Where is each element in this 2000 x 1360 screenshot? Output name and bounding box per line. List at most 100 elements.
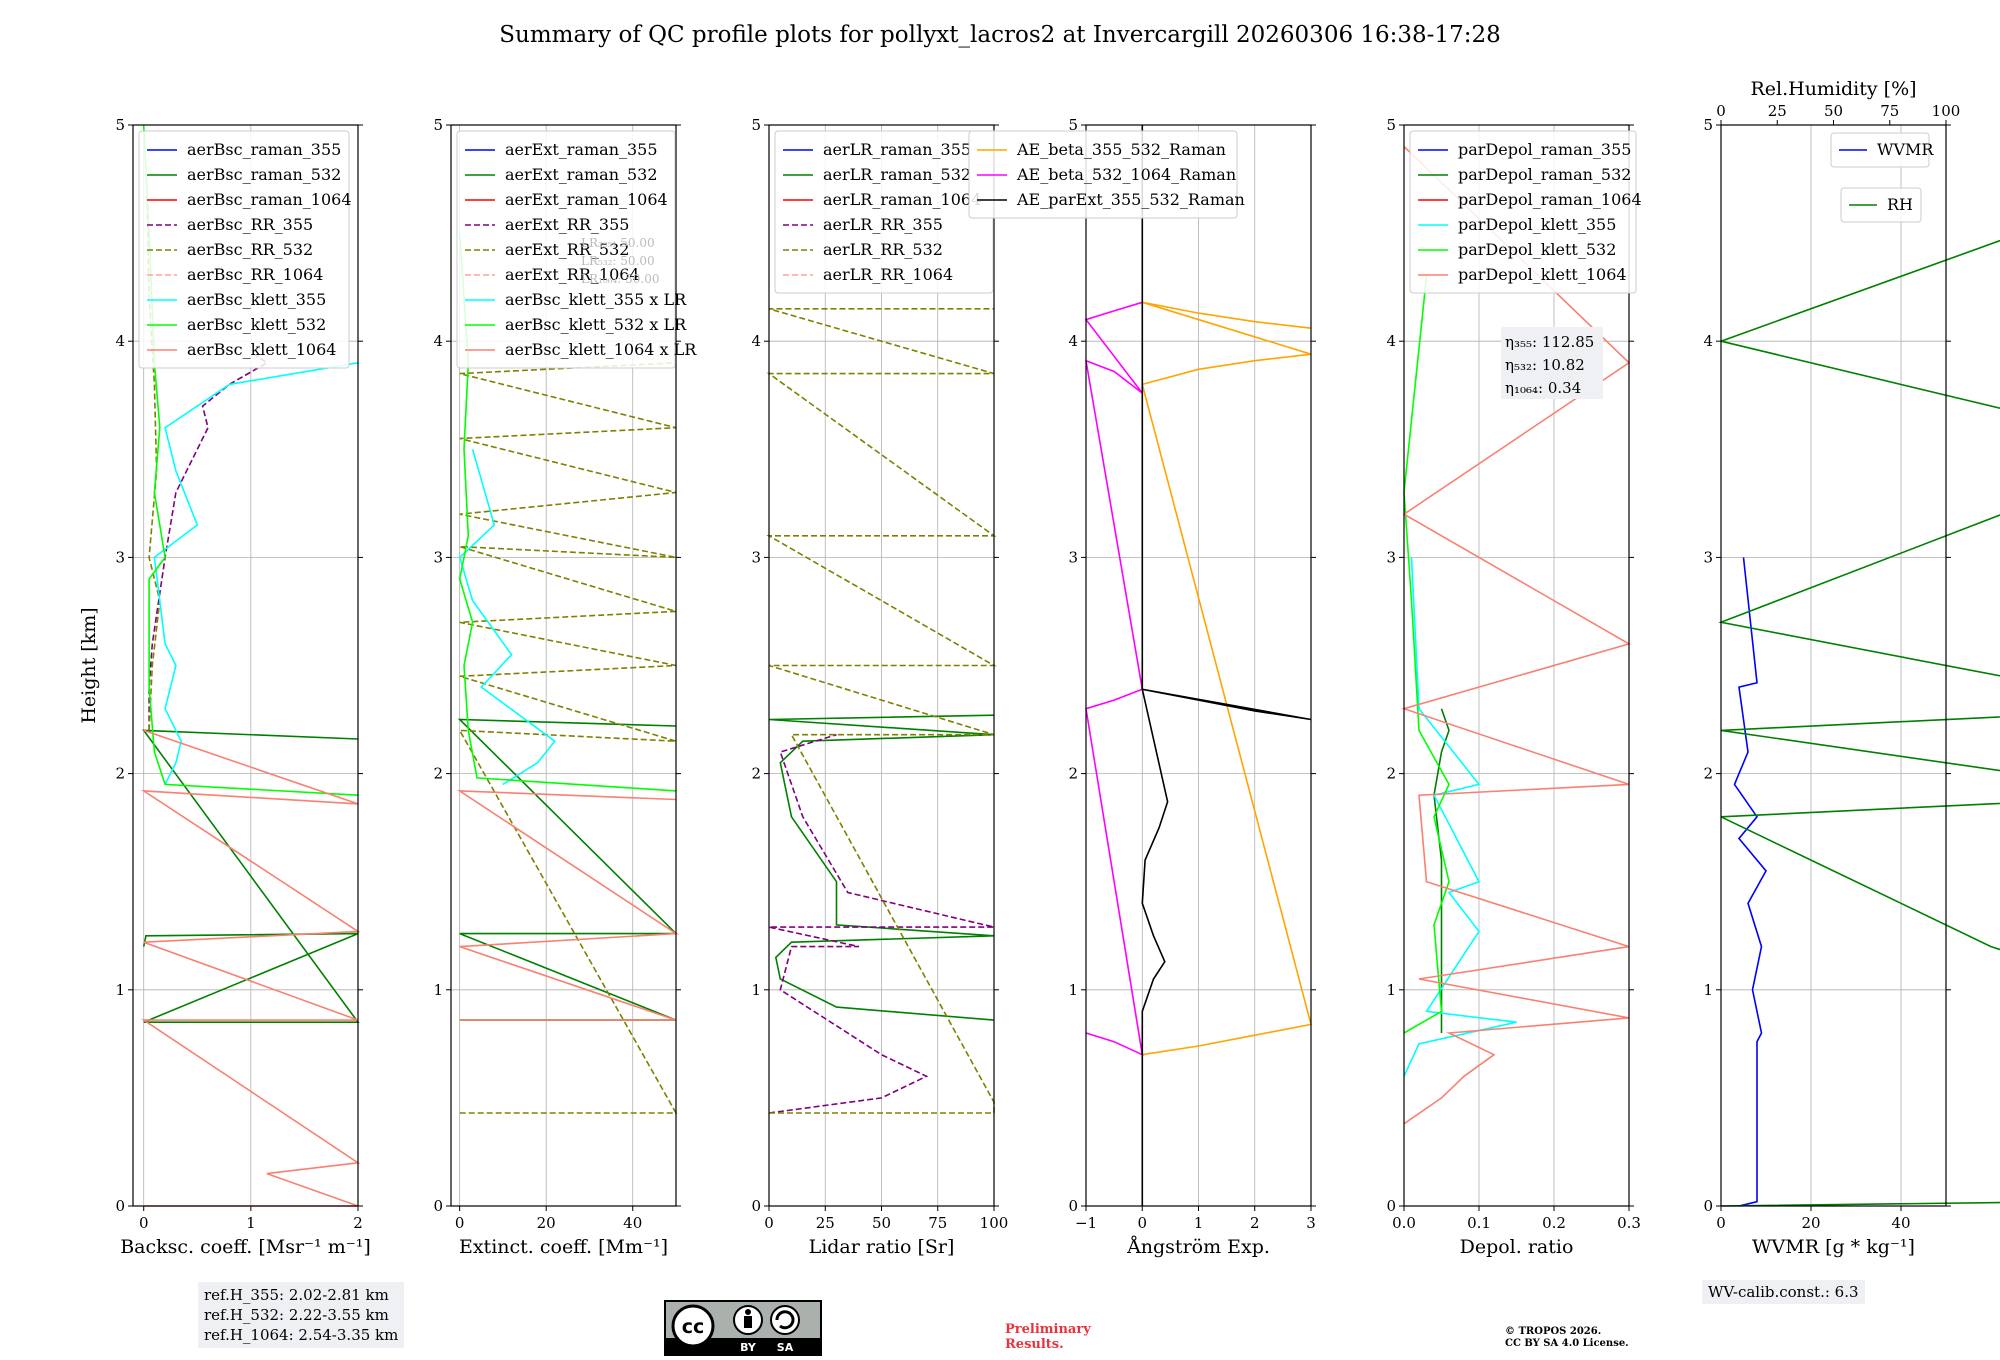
legend-label: aerBsc_klett_532 x LR xyxy=(505,315,687,334)
x2tick-label: 0 xyxy=(1716,102,1726,120)
ytick-label: 4 xyxy=(1703,332,1713,350)
xtick-label: 1 xyxy=(1194,1214,1204,1232)
xtick-label: −1 xyxy=(1075,1214,1097,1232)
axes-frame xyxy=(132,124,359,1207)
ytick-label: 2 xyxy=(1068,765,1078,783)
x2tick-label: 50 xyxy=(1824,102,1843,120)
ytick-label: 2 xyxy=(1703,765,1713,783)
series-line xyxy=(457,718,678,1021)
axes-frame xyxy=(1403,124,1630,1207)
xtick-label: 0 xyxy=(1716,1214,1726,1232)
legend-box xyxy=(138,130,350,369)
xtick-label: 1 xyxy=(246,1214,256,1232)
ytick-label: 1 xyxy=(1386,981,1396,999)
xtick-label: 0.2 xyxy=(1542,1214,1566,1232)
xtick-label: 0 xyxy=(764,1214,774,1232)
x-axis-label: Depol. ratio xyxy=(1460,1236,1574,1258)
series-line xyxy=(456,789,679,1021)
xtick-label: 100 xyxy=(980,1214,1009,1232)
xtick-label: 3 xyxy=(1306,1214,1316,1232)
cc-sa-label: SA xyxy=(777,1341,794,1354)
ytick-label: 0 xyxy=(1386,1197,1396,1215)
legend-label: aerBsc_klett_532 xyxy=(187,315,326,334)
lidar-ratio-annotation: LR₅₃₂: 50.00 xyxy=(581,254,655,268)
xtick-label: 0 xyxy=(139,1214,149,1232)
ytick-label: 4 xyxy=(1068,332,1078,350)
ytick-label: 4 xyxy=(433,332,443,350)
legend-WVMR: WVMR xyxy=(1830,132,1934,168)
panel-3: 0 25 50 75 100 0 1 2 3 4 5 Lidar ratio [Sr] aerLR_ra… xyxy=(751,116,1008,1258)
legend-label: parDepol_klett_532 xyxy=(1458,240,1616,259)
series-line xyxy=(1733,557,1767,1207)
ytick-label: 3 xyxy=(433,548,443,566)
legend-label: aerBsc_klett_355 xyxy=(187,290,326,309)
ytick-label: 2 xyxy=(751,765,761,783)
legend: AE_beta_355_532_Raman AE_beta_532_1064_Ra… xyxy=(968,130,1245,219)
preliminary-line-1: Preliminary xyxy=(1005,1322,1091,1337)
ytick-label: 2 xyxy=(115,765,125,783)
series-line xyxy=(458,362,678,1114)
legend-label: aerExt_RR_355 xyxy=(505,215,629,234)
xtick-label: 2 xyxy=(353,1214,363,1232)
x-axis-label: WVMR [g * kg⁻¹] xyxy=(1752,1236,1915,1258)
ytick-label: 1 xyxy=(1703,981,1713,999)
legend-label: parDepol_raman_532 xyxy=(1458,165,1631,184)
ref-height-532: ref.H_532: 2.22-3.55 km xyxy=(204,1306,389,1324)
series-line xyxy=(1141,125,1312,1206)
ytick-label: 1 xyxy=(433,981,443,999)
ytick-label: 0 xyxy=(751,1197,761,1215)
legend-label: aerBsc_RR_1064 xyxy=(187,265,323,284)
legend: parDepol_raman_355 parDepol_raman_532 parD… xyxy=(1409,130,1642,294)
ytick-label: 1 xyxy=(1068,981,1078,999)
series-line xyxy=(1141,301,1312,1056)
legend-label: aerBsc_klett_1064 x LR xyxy=(505,340,697,359)
legend-label: WVMR xyxy=(1877,140,1934,159)
axes-frame xyxy=(450,124,677,1207)
legend-label: aerExt_raman_1064 xyxy=(505,190,668,209)
ytick-label: 3 xyxy=(1068,548,1078,566)
ytick-label: 3 xyxy=(751,548,761,566)
ytick-label: 3 xyxy=(1703,548,1713,566)
copyright-line-2: CC BY SA 4.0 License. xyxy=(1505,1338,1629,1349)
preliminary-line-2: Results. xyxy=(1005,1337,1064,1352)
legend-label: parDepol_raman_1064 xyxy=(1458,190,1642,209)
svg-text:cc: cc xyxy=(682,1316,705,1338)
series-line xyxy=(1718,239,2000,1207)
legend-label: aerBsc_raman_1064 xyxy=(187,190,352,209)
legend-label: aerBsc_klett_355 x LR xyxy=(505,290,687,309)
legend-label: aerBsc_RR_532 xyxy=(187,240,313,259)
legend-box xyxy=(1830,132,1930,168)
ytick-label: 4 xyxy=(115,332,125,350)
ytick-label: 0 xyxy=(433,1197,443,1215)
series-line xyxy=(1403,276,1450,1034)
xtick-label: 20 xyxy=(537,1214,556,1232)
xtick-label: 0 xyxy=(1137,1214,1147,1232)
legend: aerLR_raman_355 aerLR_raman_532 aerLR_rama… xyxy=(774,130,994,294)
legend-box xyxy=(1840,187,1922,223)
eta-annotation: η₅₃₂: 10.82 xyxy=(1505,356,1585,374)
lidar-ratio-annotation: LR₃₅₅: 50.00 xyxy=(581,236,655,250)
axes-frame xyxy=(768,124,995,1207)
x-axis-label: Lidar ratio [Sr] xyxy=(809,1236,955,1258)
series-line xyxy=(1401,146,1632,1125)
ytick-label: 5 xyxy=(433,116,443,134)
series-line xyxy=(768,733,995,1114)
cc-by-label: BY xyxy=(740,1341,757,1354)
wv-calibration-box: WV-calib.const.: 6.3 xyxy=(1702,1280,1865,1304)
ytick-label: 5 xyxy=(115,116,125,134)
reference-height-box: ref.H_355: 2.02-2.81 km ref.H_532: 2.22-… xyxy=(198,1282,405,1348)
legend-label: aerBsc_raman_532 xyxy=(187,165,341,184)
panel-1: 0 1 2 0 1 2 3 4 5 Backsc. coeff. [Msr⁻¹ m⁻¹] Heigh… xyxy=(78,116,371,1258)
x-axis-label: Extinct. coeff. [Mm⁻¹] xyxy=(459,1236,668,1258)
panel-6: 0 20 40 0 1 2 3 4 5 WVMR [g * kg⁻¹] 0 25 50 75 100 Rel.… xyxy=(1703,78,2000,1258)
panel-5: 0.0 0.1 0.2 0.3 0 1 2 3 4 5 Depol. ratio parDepol_r… xyxy=(1386,116,1641,1258)
xtick-label: 25 xyxy=(816,1214,835,1232)
panel-2: 0 20 40 0 1 2 3 4 5 Extinct. coeff. [Mm⁻¹] aerExt_… xyxy=(433,116,697,1258)
ytick-label: 4 xyxy=(1386,332,1396,350)
legend-label: aerBsc_klett_1064 xyxy=(187,340,336,359)
legend: aerBsc_raman_355 aerBsc_raman_532 aerBsc_r… xyxy=(138,130,352,369)
ytick-label: 0 xyxy=(1068,1197,1078,1215)
ytick-label: 3 xyxy=(1386,548,1396,566)
legend-label: aerExt_RR_1064 xyxy=(505,265,640,284)
series-line xyxy=(768,714,995,1021)
